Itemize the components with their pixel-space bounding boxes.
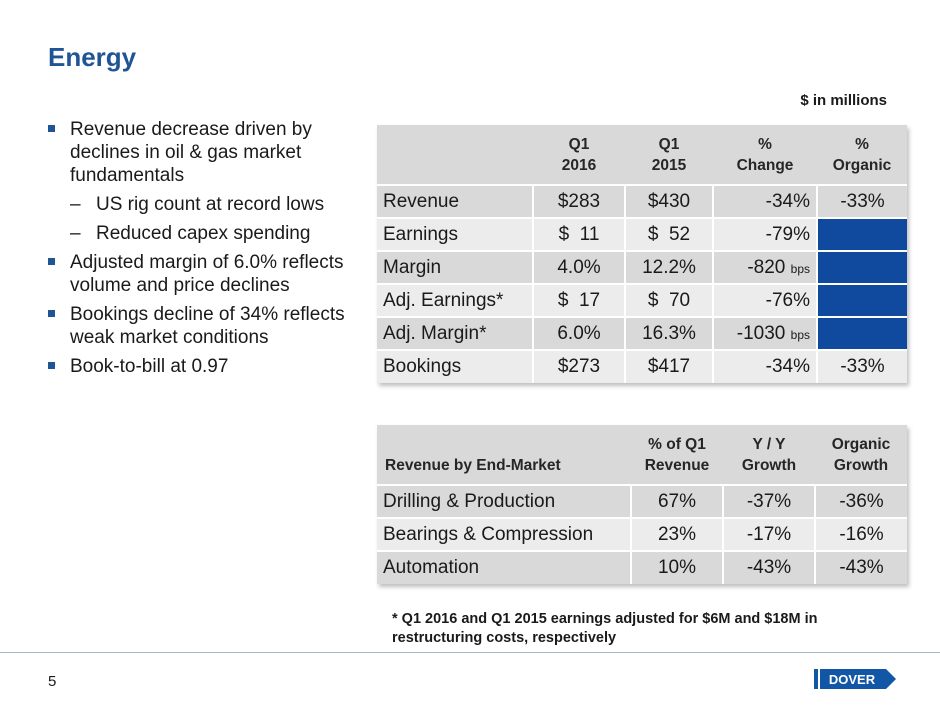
svg-text:DOVER: DOVER [829, 672, 876, 687]
sub-bullet-item: – US rig count at record lows [48, 193, 358, 216]
blank-cell [816, 217, 907, 251]
value-cell: 10% [630, 550, 723, 584]
row-label: Drilling & Production [377, 484, 631, 518]
header-cell: Q1 2016 [533, 125, 625, 185]
table-row: Adj. Earnings* $ 17 $ 70 -76% [377, 283, 907, 317]
value-cell: $273 [532, 349, 625, 383]
page-title: Energy [48, 42, 137, 72]
table-row: Automation 10% -43% -43% [377, 550, 907, 584]
header-cell: Revenue by End-Market [377, 425, 631, 485]
change-cell: -34% [712, 184, 817, 218]
value-cell: $430 [624, 184, 713, 218]
blank-cell [816, 316, 907, 350]
square-bullet-icon [48, 258, 55, 265]
row-label: Revenue [377, 184, 533, 218]
value-cell: $ 70 [624, 283, 713, 317]
dash-bullet-icon: – [70, 194, 81, 215]
value-cell: 67% [630, 484, 723, 518]
value-cell: 4.0% [532, 250, 625, 284]
table-row: Earnings $ 11 $ 52 -79% [377, 217, 907, 251]
bullet-text: Reduced capex spending [96, 223, 311, 244]
table-row: Margin 4.0% 12.2% -820 bps [377, 250, 907, 284]
blank-cell [816, 250, 907, 284]
bullet-text: Book-to-bill at 0.97 [70, 356, 229, 377]
bullet-item: Book-to-bill at 0.97 [48, 355, 358, 378]
table-row: Bearings & Compression 23% -17% -16% [377, 517, 907, 551]
row-label: Earnings [377, 217, 533, 251]
dash-bullet-icon: – [70, 223, 81, 244]
value-cell: -43% [722, 550, 815, 584]
row-label: Adj. Earnings* [377, 283, 533, 317]
sub-bullet-item: – Reduced capex spending [48, 222, 358, 245]
change-cell: -820 bps [712, 250, 817, 284]
row-label: Bearings & Compression [377, 517, 631, 551]
value-cell: -17% [722, 517, 815, 551]
header-cell: Q1 2015 [625, 125, 713, 185]
value-cell: -16% [814, 517, 907, 551]
value-cell: -36% [814, 484, 907, 518]
square-bullet-icon [48, 125, 55, 132]
header-cell: % Change [713, 125, 817, 185]
table-row: Adj. Margin* 6.0% 16.3% -1030 bps [377, 316, 907, 350]
header-cell: % Organic [817, 125, 907, 185]
value-cell: -43% [814, 550, 907, 584]
units-note: $ in millions [800, 92, 887, 109]
value-cell: $ 11 [532, 217, 625, 251]
bullet-text: Revenue decrease driven by declines in o… [70, 119, 312, 186]
square-bullet-icon [48, 310, 55, 317]
table-row: Drilling & Production 67% -37% -36% [377, 484, 907, 518]
header-cell: Y / Y Growth [723, 425, 815, 485]
value-cell: 16.3% [624, 316, 713, 350]
value-cell: -37% [722, 484, 815, 518]
value-cell: -33% [816, 349, 907, 383]
bullet-item: Revenue decrease driven by declines in o… [48, 118, 358, 187]
footnote: * Q1 2016 and Q1 2015 earnings adjusted … [392, 611, 818, 646]
change-cell: -79% [712, 217, 817, 251]
value-cell: 12.2% [624, 250, 713, 284]
bullet-text: US rig count at record lows [96, 194, 325, 215]
table-header-row: Q1 2016 Q1 2015 % Change % Organic [377, 125, 907, 185]
financial-summary-table: Q1 2016 Q1 2015 % Change % Organic Reven… [377, 125, 907, 383]
table-row: Bookings $273 $417 -34% -33% [377, 349, 907, 383]
value-cell: $ 52 [624, 217, 713, 251]
row-label: Margin [377, 250, 533, 284]
value-cell: $ 17 [532, 283, 625, 317]
value-cell: 23% [630, 517, 723, 551]
table-header-row: Revenue by End-Market % of Q1 Revenue Y … [377, 425, 907, 485]
square-bullet-icon [48, 362, 55, 369]
table-row: Revenue $283 $430 -34% -33% [377, 184, 907, 218]
end-market-table: Revenue by End-Market % of Q1 Revenue Y … [377, 425, 907, 584]
footer-divider [0, 652, 940, 653]
row-label: Adj. Margin* [377, 316, 533, 350]
header-cell: Organic Growth [815, 425, 907, 485]
change-cell: -1030 bps [712, 316, 817, 350]
bullet-list: Revenue decrease driven by declines in o… [48, 118, 358, 384]
value-cell: 6.0% [532, 316, 625, 350]
page-number: 5 [48, 673, 57, 690]
bullet-item: Adjusted margin of 6.0% reflects volume … [48, 251, 358, 297]
row-label: Bookings [377, 349, 533, 383]
value-cell: $417 [624, 349, 713, 383]
row-label: Automation [377, 550, 631, 584]
header-cell: % of Q1 Revenue [631, 425, 723, 485]
bullet-text: Adjusted margin of 6.0% reflects volume … [70, 252, 344, 296]
change-cell: -76% [712, 283, 817, 317]
value-cell: -33% [816, 184, 907, 218]
dover-logo: DOVER [814, 669, 896, 689]
value-cell: $283 [532, 184, 625, 218]
change-cell: -34% [712, 349, 817, 383]
bullet-item: Bookings decline of 34% reflects weak ma… [48, 303, 358, 349]
header-cell [377, 125, 533, 185]
blank-cell [816, 283, 907, 317]
bullet-text: Bookings decline of 34% reflects weak ma… [70, 304, 345, 348]
